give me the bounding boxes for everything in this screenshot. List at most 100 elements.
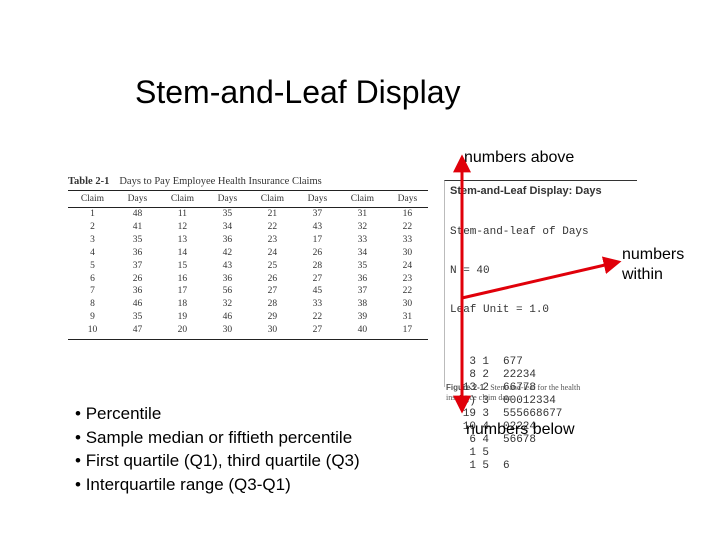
table-cell: 15 (177, 260, 188, 271)
stem-leaf-title: Stem-and-Leaf Display: Days (450, 185, 602, 197)
table-cell: 11 (177, 209, 187, 220)
table-cell: 20 (177, 325, 188, 336)
table-cell: 12 (177, 222, 188, 233)
stem-leaf-depth: 3 (469, 356, 476, 368)
claims-table-panel: Table 2-1 Days to Pay Employee Health Ins… (68, 176, 428, 376)
table-cell: 35 (357, 260, 368, 271)
table-row: 5 37 15 43 25 28 35 24 (68, 260, 428, 273)
table-cell: 32 (357, 222, 368, 233)
table-cell: 36 (132, 247, 143, 258)
figure-caption-text-line2: insurance claim data. (446, 392, 514, 402)
table-cell: 36 (222, 273, 233, 284)
table-cell: 31 (402, 312, 413, 323)
stem-leaf-leaves: 22234 (503, 369, 537, 381)
table-header-cell: Days (217, 194, 238, 204)
table-cell: 14 (177, 247, 188, 258)
table-cell: 17 (177, 286, 188, 297)
table-header-cell: Claim (260, 194, 285, 204)
table-cell: 22 (402, 286, 413, 297)
table-header-cell: Days (307, 194, 328, 204)
table-header-cell: Days (127, 194, 148, 204)
table-cell: 45 (312, 286, 323, 297)
table-caption-number: Table 2-1 (68, 176, 110, 187)
table-cell: 4 (90, 247, 95, 258)
table-cell: 46 (222, 312, 233, 323)
bullet-list: Percentile Sample median or fiftieth per… (75, 402, 360, 496)
table-cell: 1 (90, 209, 95, 220)
table-cell: 43 (312, 222, 323, 233)
table-row: 2 41 12 34 22 43 32 22 (68, 221, 428, 234)
table-cell: 22 (402, 222, 413, 233)
table-cell: 39 (357, 312, 368, 323)
table-rule-bottom (68, 338, 428, 340)
table-rule-header (68, 207, 428, 208)
claims-table-body: 1 48 11 35 21 37 31 16 2 41 12 34 22 43 32 22 3 35 13 36 23 1… (68, 208, 428, 337)
table-header-row: Claim Days Claim Days Claim Days Claim D… (68, 191, 428, 207)
table-cell: 56 (222, 286, 233, 297)
table-cell: 22 (267, 222, 278, 233)
annotation-numbers-within: numbers within (622, 245, 702, 285)
stem-leaf-leaves: 6 (503, 460, 510, 472)
table-cell: 26 (312, 247, 323, 258)
table-cell: 27 (312, 273, 323, 284)
table-cell: 24 (267, 247, 278, 258)
table-row: 1 48 11 35 21 37 31 16 (68, 208, 428, 221)
stem-leaf-depth: 10 (462, 421, 476, 433)
stem-leaf-panel: Stem-and-Leaf Display: Days Stem-and-lea… (444, 180, 637, 472)
stem-leaf-stem: 4 (482, 434, 489, 446)
table-row: 4 36 14 42 24 26 34 30 (68, 247, 428, 260)
table-cell: 26 (132, 273, 143, 284)
table-row: 10 47 20 30 30 27 40 17 (68, 324, 428, 337)
table-cell: 30 (267, 325, 278, 336)
stem-leaf-row: 3 1 677 (450, 356, 637, 369)
table-cell: 16 (402, 209, 413, 220)
table-cell: 33 (402, 234, 413, 245)
table-cell: 47 (132, 325, 143, 336)
stem-leaf-stem: 3 (482, 395, 489, 407)
table-caption-text: Days to Pay Employee Health Insurance Cl… (119, 176, 322, 187)
table-cell: 30 (222, 325, 233, 336)
table-cell: 18 (177, 299, 188, 310)
table-row: 9 35 19 46 29 22 39 31 (68, 311, 428, 324)
table-row: 3 35 13 36 23 17 33 33 (68, 234, 428, 247)
table-cell: 42 (222, 247, 233, 258)
table-cell: 29 (267, 312, 278, 323)
stem-leaf-stem: 2 (482, 382, 489, 394)
table-cell: 33 (312, 299, 323, 310)
stem-leaf-leaves: 677 (503, 356, 523, 368)
stem-leaf-stem: 1 (482, 356, 489, 368)
table-cell: 36 (222, 234, 233, 245)
stem-leaf-row: 10 4 02224 (450, 421, 637, 434)
stem-leaf-row: 13 2 66778 (450, 382, 637, 395)
stem-leaf-depth: 1 (469, 447, 476, 459)
table-cell: 33 (357, 234, 368, 245)
table-cell: 13 (177, 234, 188, 245)
table-cell: 25 (267, 260, 278, 271)
table-cell: 37 (312, 209, 323, 220)
stem-leaf-stem: 5 (482, 460, 489, 472)
stem-leaf-leaves: 02224 (503, 421, 537, 433)
stem-leaf-stem: 4 (482, 421, 489, 433)
table-cell: 9 (90, 312, 95, 323)
stem-leaf-stem: 3 (482, 408, 489, 420)
table-header-cell: Claim (170, 194, 195, 204)
bullet-item: First quartile (Q1), third quartile (Q3) (75, 449, 360, 473)
stem-leaf-header-line: Stem-and-leaf of Days (450, 226, 589, 238)
annotation-within-line: numbers (622, 246, 685, 263)
table-cell: 34 (222, 222, 233, 233)
table-cell: 34 (357, 247, 368, 258)
stem-leaf-leaves: 555668677 (503, 408, 563, 420)
table-cell: 3 (90, 234, 95, 245)
stem-leaf-stem: 5 (482, 447, 489, 459)
table-cell: 37 (132, 260, 143, 271)
table-cell: 8 (90, 299, 95, 310)
stem-leaf-row: 8 2 22234 (450, 369, 637, 382)
table-row: 6 26 16 36 26 27 36 23 (68, 272, 428, 285)
stem-leaf-leaves: 00012334 (503, 395, 556, 407)
table-cell: 35 (132, 312, 143, 323)
stem-leaf-depth: 13 (462, 382, 476, 394)
stem-leaf-header: Stem-and-leaf of Days N = 40 Leaf Unit =… (450, 200, 637, 343)
table-header-cell: Days (397, 194, 418, 204)
stem-leaf-row: 6 4 56678 (450, 434, 637, 447)
